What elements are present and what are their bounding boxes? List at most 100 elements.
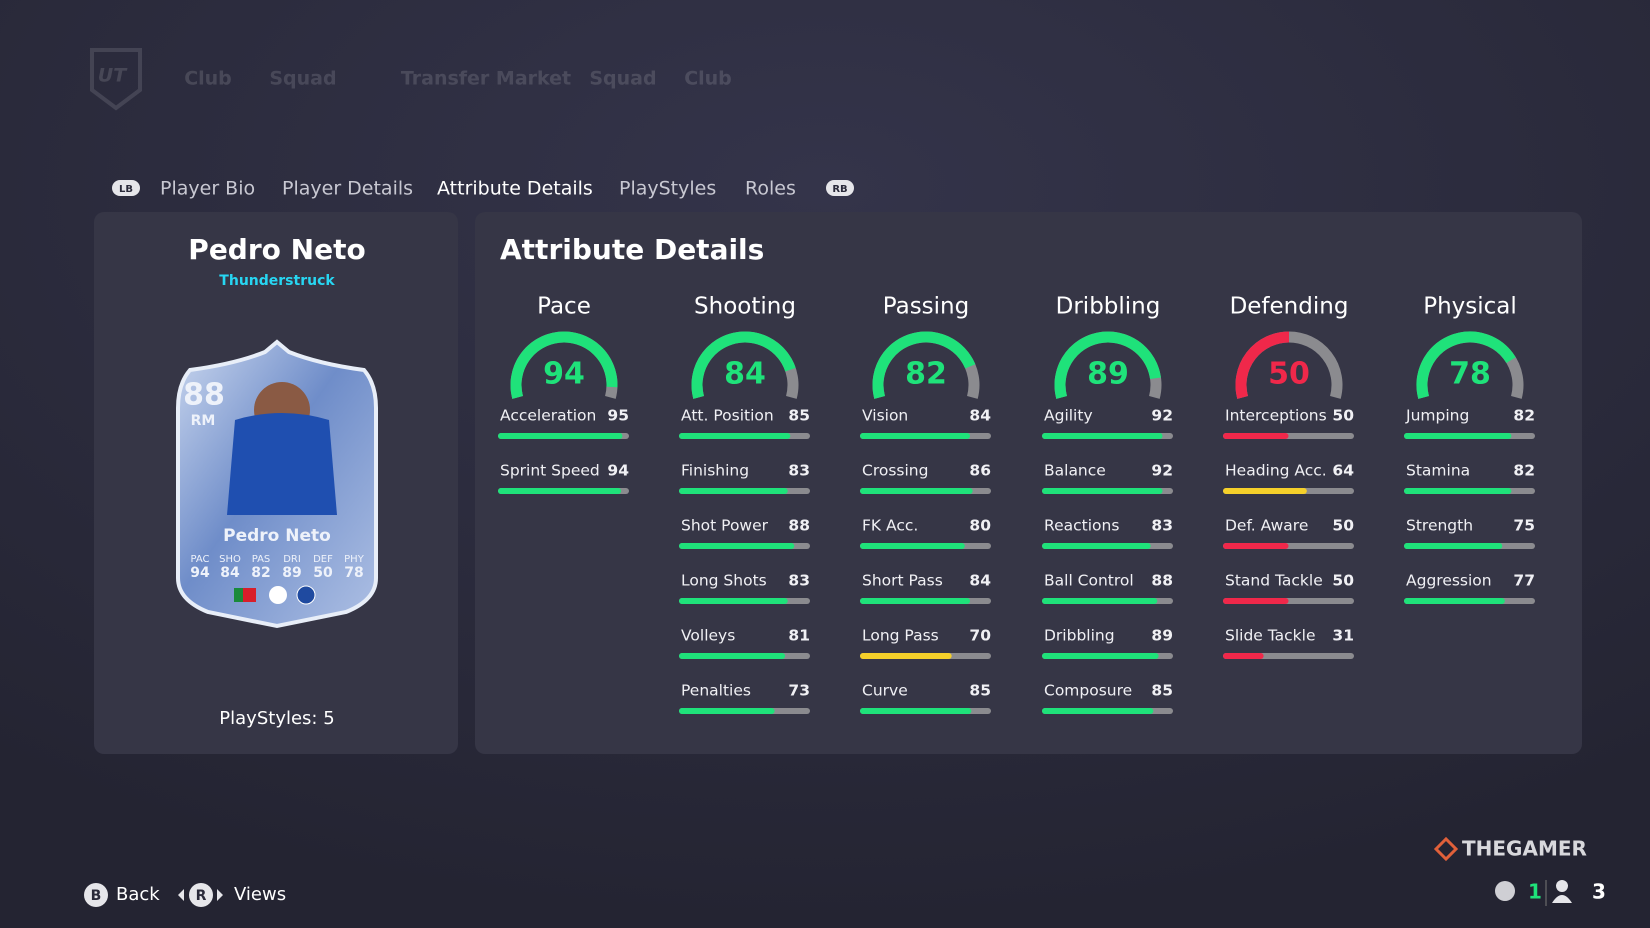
stat-value: 77 <box>1513 572 1535 590</box>
stat-name: Interceptions <box>1225 407 1327 425</box>
shoulder-button <box>826 180 854 196</box>
stat-value: 88 <box>788 517 810 535</box>
stat-value: 70 <box>969 627 991 645</box>
brand: THEGAMER <box>1462 837 1587 861</box>
stat-value: 86 <box>969 462 991 480</box>
stat-value: 95 <box>607 407 629 425</box>
stat-name: Agility <box>1044 407 1093 425</box>
stat-bar <box>1223 653 1264 659</box>
shoulder-button <box>112 180 140 196</box>
stat-bar <box>1404 433 1512 439</box>
stat-name: Strength <box>1406 517 1473 535</box>
card-stat-value: 84 <box>220 565 240 581</box>
group-name: Defending <box>1230 294 1349 320</box>
card-stat-label: PAS <box>252 554 271 565</box>
stat-value: 80 <box>969 517 991 535</box>
gauge-fill <box>872 331 976 399</box>
nav-item: Squad <box>589 68 656 90</box>
stat-value: 50 <box>1332 572 1354 590</box>
stat-value: 73 <box>788 682 810 700</box>
stat-bar <box>1223 543 1289 549</box>
button-label: R <box>196 888 207 904</box>
card-stat-value: 82 <box>251 565 270 581</box>
stat-bar <box>860 598 971 604</box>
stat-name: Stamina <box>1406 462 1470 480</box>
stat-name: Jumping <box>1405 407 1469 425</box>
stat-bar <box>1223 598 1289 604</box>
playstyles: PlayStyles: 5 <box>219 708 334 729</box>
people-icon <box>1552 895 1572 903</box>
attribute-panel <box>475 212 1582 754</box>
button-label: B <box>91 888 102 904</box>
gauge-fill <box>1416 331 1516 399</box>
tab[interactable]: Roles <box>745 178 796 200</box>
stat-bar <box>1042 653 1159 659</box>
gauge-fill <box>691 331 796 399</box>
group-name: Passing <box>883 294 969 320</box>
gauge-value: 82 <box>905 357 947 392</box>
stat-name: Long Shots <box>681 572 767 590</box>
stat-value: 85 <box>788 407 810 425</box>
stat-name: Composure <box>1044 682 1132 700</box>
people-icon <box>1556 880 1568 892</box>
stat-name: Heading Acc. <box>1225 462 1327 480</box>
stat-name: Long Pass <box>862 627 939 645</box>
stat-name: Ball Control <box>1044 572 1134 590</box>
stat-value: 92 <box>1151 462 1173 480</box>
stat-value: 31 <box>1332 627 1354 645</box>
tab[interactable]: Player Bio <box>160 178 255 200</box>
group-name: Physical <box>1423 294 1517 320</box>
stat-name: Curve <box>862 682 908 700</box>
stat-value: 85 <box>1151 682 1173 700</box>
nav-item: Club <box>184 68 232 90</box>
stat-value: 81 <box>788 627 810 645</box>
stat-bar <box>679 433 791 439</box>
count: 3 <box>1592 880 1606 904</box>
nav-item: Club <box>684 68 732 90</box>
footer: B Back R Views THEGAMER 1 3 <box>84 836 1606 907</box>
card-stat-label: SHO <box>219 554 241 565</box>
player-card <box>176 339 378 629</box>
stat-value: 50 <box>1332 517 1354 535</box>
stat-bar <box>1404 543 1503 549</box>
nav-item: Squad <box>269 68 336 90</box>
stat-bar <box>1404 598 1505 604</box>
shoulder-label: RB <box>832 184 847 195</box>
stat-value: 94 <box>607 462 629 480</box>
gauge-value: 94 <box>543 357 585 392</box>
stat-name: Short Pass <box>862 572 943 590</box>
brand-icon <box>1433 836 1459 862</box>
tab[interactable]: Attribute Details <box>437 178 593 200</box>
tab[interactable]: Player Details <box>282 178 413 200</box>
stat-name: Balance <box>1044 462 1106 480</box>
views-label[interactable]: Views <box>234 884 286 905</box>
stat-bar <box>498 488 622 494</box>
card-stat-value: 50 <box>313 565 333 581</box>
group-name: Dribbling <box>1056 294 1161 320</box>
card-stat-value: 89 <box>282 565 301 581</box>
gauge-fill <box>1235 331 1290 399</box>
stat-name: Volleys <box>681 627 735 645</box>
stat-value: 92 <box>1151 407 1173 425</box>
stat-value: 83 <box>788 572 810 590</box>
back-label[interactable]: Back <box>116 884 160 905</box>
stat-name: Stand Tackle <box>1225 572 1323 590</box>
tab[interactable]: PlayStyles <box>619 178 716 200</box>
card-type: Thunderstruck <box>219 273 335 289</box>
stat-name: Shot Power <box>681 517 769 535</box>
stat-name: Slide Tackle <box>1225 627 1316 645</box>
nav-item: Transfer Market <box>401 68 571 90</box>
stat-bar <box>1223 433 1289 439</box>
stat-name: Att. Position <box>681 407 774 425</box>
stat-value: 84 <box>969 572 991 590</box>
stat-value: 83 <box>1151 517 1173 535</box>
stat-bar <box>679 488 788 494</box>
stat-bar <box>679 598 788 604</box>
gauge-value: 89 <box>1087 357 1129 392</box>
playstyles-label: PlayStyles: <box>219 708 317 729</box>
gauge-fill <box>510 331 618 399</box>
group-name: Pace <box>537 294 591 320</box>
stat-bar <box>860 653 952 659</box>
stat-name: Crossing <box>862 462 928 480</box>
